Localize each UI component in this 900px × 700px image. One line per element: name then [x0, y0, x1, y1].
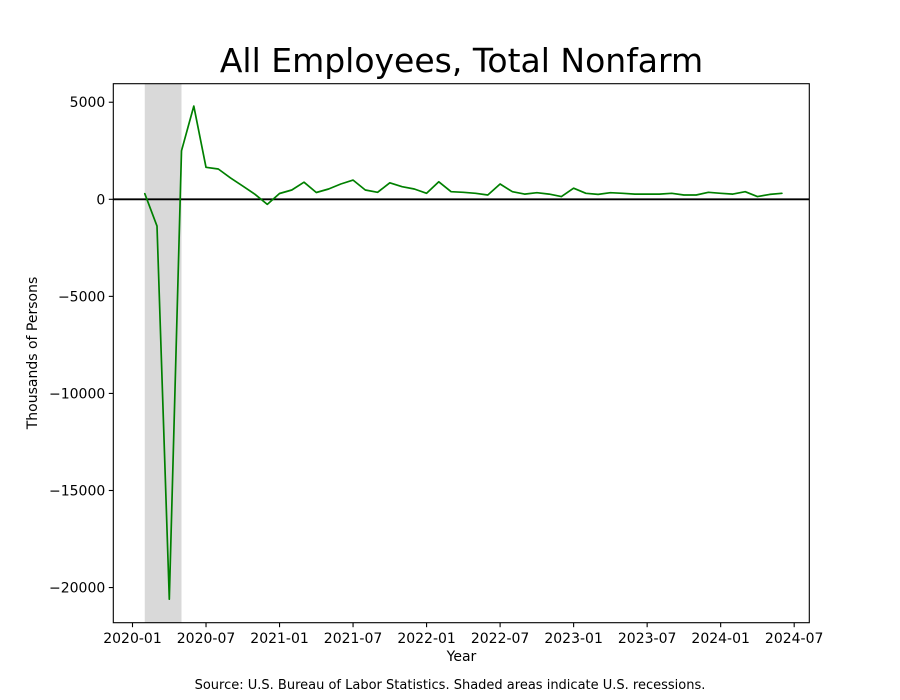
- plot-border: [112, 83, 810, 624]
- x-axis-label: Year: [446, 649, 477, 665]
- x-tick-label: 2024-07: [765, 631, 824, 647]
- x-tick-label: 2023-01: [544, 631, 603, 647]
- source-note: Source: U.S. Bureau of Labor Statistics.…: [194, 678, 706, 693]
- y-tick-label: −20000: [49, 581, 105, 597]
- x-tick-label: 2021-07: [324, 631, 383, 647]
- y-tick-label: −15000: [49, 483, 105, 499]
- x-tick-label: 2020-07: [177, 631, 236, 647]
- y-tick-label: 0: [96, 192, 105, 208]
- y-tick-label: −10000: [49, 386, 105, 402]
- x-tick-label: 2021-01: [250, 631, 309, 647]
- x-tick-label: 2022-01: [397, 631, 456, 647]
- data-line: [143, 105, 783, 601]
- chart-title: All Employees, Total Nonfarm: [219, 41, 704, 80]
- x-tick-label: 2024-01: [691, 631, 750, 647]
- y-tick-label: 5000: [70, 95, 106, 111]
- y-tick-label: −5000: [58, 289, 105, 305]
- x-tick-label: 2023-07: [618, 631, 677, 647]
- x-tick-label: 2022-07: [471, 631, 530, 647]
- x-tick-label: 2020-01: [103, 631, 162, 647]
